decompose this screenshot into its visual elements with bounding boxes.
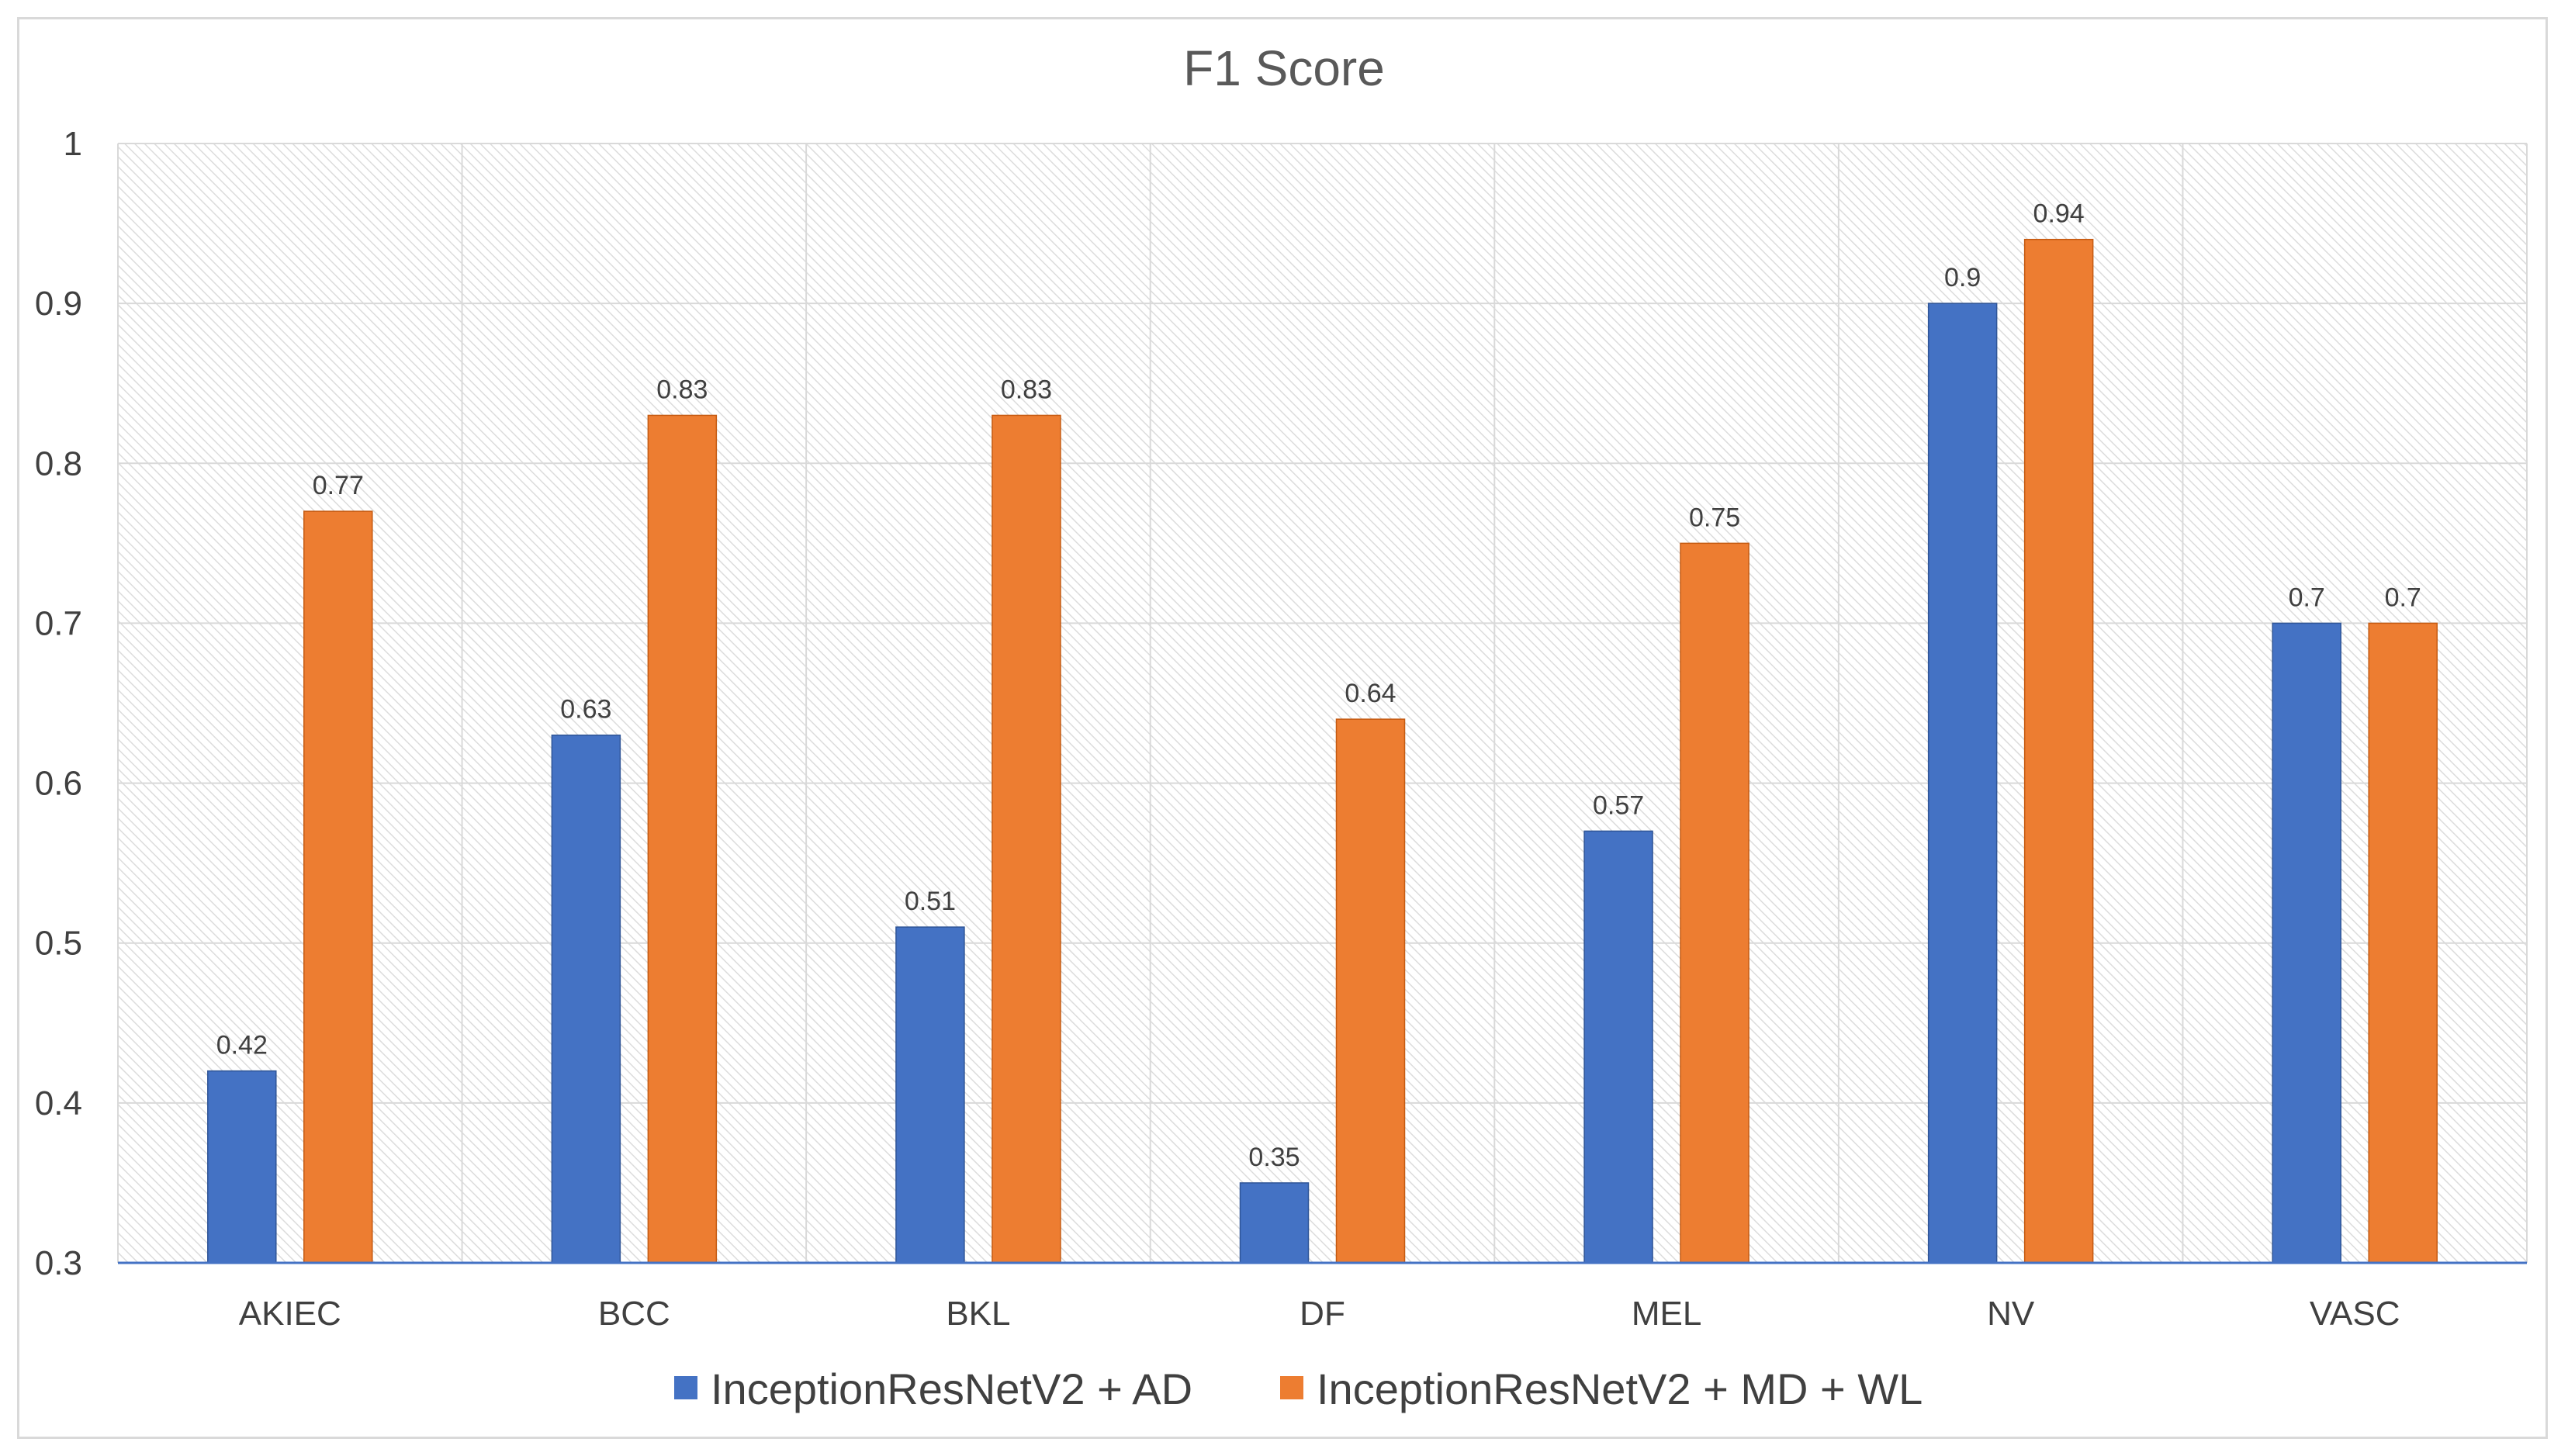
data-label: 0.75 <box>1689 503 1740 532</box>
y-tick-label: 0.7 <box>35 604 82 642</box>
bar <box>2023 238 2094 1264</box>
bar <box>551 734 621 1264</box>
bar <box>1583 830 1653 1264</box>
legend-label-md-wl: InceptionResNetV2 + MD + WL <box>1317 1364 1923 1413</box>
data-label: 0.83 <box>656 375 708 404</box>
bar <box>895 926 965 1264</box>
x-tick-label: VASC <box>2310 1295 2400 1333</box>
x-tick-label: DF <box>1300 1295 1345 1333</box>
bar <box>1335 718 1406 1264</box>
bar <box>1680 542 1749 1264</box>
gridlines <box>117 143 2528 1263</box>
y-tick-label: 0.9 <box>35 285 82 323</box>
chart-title: F1 Score <box>1183 40 1385 96</box>
data-label: 0.7 <box>2385 583 2421 612</box>
plot-area <box>118 144 2527 1263</box>
bar <box>2272 622 2341 1264</box>
legend-swatch-md-wl <box>1280 1376 1303 1399</box>
y-tick-label: 0.4 <box>35 1084 82 1122</box>
legend-swatch-ad <box>674 1376 697 1399</box>
data-label: 0.51 <box>905 887 956 916</box>
y-tick-label: 0.5 <box>35 925 82 963</box>
y-tick-label: 0.3 <box>35 1244 82 1282</box>
bar <box>207 1070 277 1264</box>
bars <box>207 238 2438 1264</box>
bar <box>303 510 373 1264</box>
x-tick-label: AKIEC <box>239 1295 341 1333</box>
legend-label-ad: InceptionResNetV2 + AD <box>711 1364 1192 1413</box>
x-axis-tick-labels: AKIEC BCC BKL DF MEL NV VASC <box>239 1295 2400 1333</box>
bar <box>992 414 1061 1264</box>
bar <box>1239 1182 1310 1264</box>
data-label: 0.94 <box>2033 199 2085 229</box>
data-label: 0.83 <box>1001 375 1052 404</box>
data-label: 0.7 <box>2289 583 2325 612</box>
bar <box>647 414 718 1264</box>
y-tick-label: 0.6 <box>35 765 82 803</box>
bar <box>1927 303 1998 1264</box>
data-label: 0.63 <box>560 695 611 725</box>
x-tick-label: BCC <box>598 1295 670 1333</box>
data-label: 0.42 <box>216 1031 268 1060</box>
y-tick-label: 1 <box>64 125 82 163</box>
legend: InceptionResNetV2 + AD InceptionResNetV2… <box>674 1364 1923 1413</box>
x-tick-label: BKL <box>946 1295 1010 1333</box>
data-label: 0.9 <box>1944 263 1981 292</box>
bar <box>2368 622 2438 1264</box>
data-label: 0.57 <box>1593 790 1644 820</box>
x-tick-label: MEL <box>1632 1295 1701 1333</box>
data-label: 0.35 <box>1248 1143 1300 1172</box>
y-axis-tick-labels: 0.3 0.4 0.5 0.6 0.7 0.8 0.9 1 <box>35 125 82 1282</box>
data-label: 0.64 <box>1345 679 1396 708</box>
x-tick-label: NV <box>1987 1295 2035 1333</box>
data-labels: 0.42 0.63 0.51 0.35 0.57 0.9 0.7 0.77 0.83 0.83 0.… <box>216 199 2421 1172</box>
y-tick-label: 0.8 <box>35 444 82 482</box>
data-label: 0.77 <box>313 471 364 500</box>
